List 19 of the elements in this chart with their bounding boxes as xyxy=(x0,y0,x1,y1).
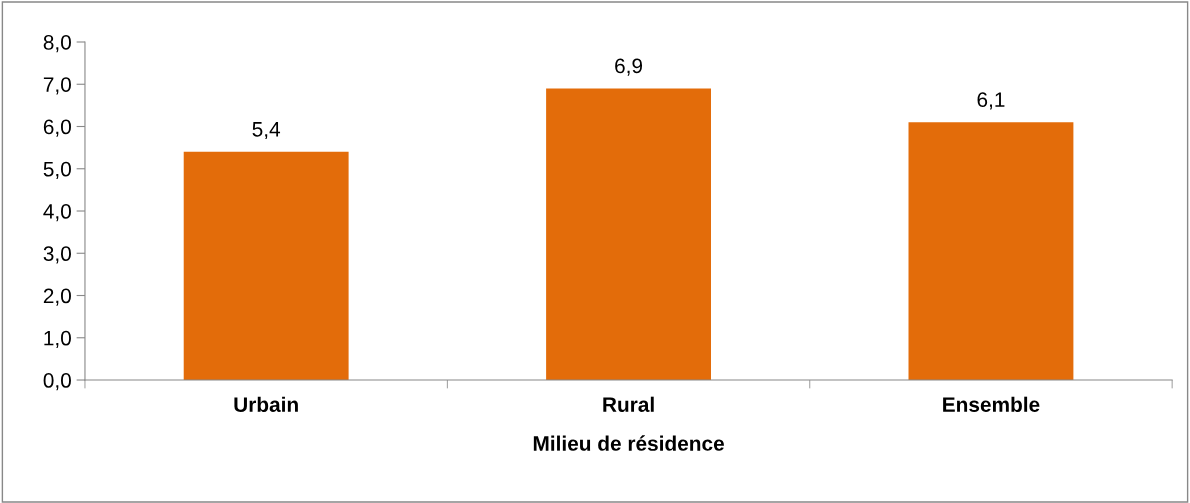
x-axis-title: Milieu de résidence xyxy=(533,435,724,451)
y-tick-label: 0,0 xyxy=(43,373,71,391)
x-tick-label: Ensemble xyxy=(943,396,1040,412)
y-tick-label: 1,0 xyxy=(44,330,71,348)
y-tick-label: 7,0 xyxy=(43,77,71,95)
y-tick-label: 6,0 xyxy=(43,119,71,137)
y-tick-label: 4,0 xyxy=(43,204,71,222)
data-label: 6,9 xyxy=(615,58,643,76)
y-tick-label: 3,0 xyxy=(43,246,71,264)
bar xyxy=(183,151,349,381)
y-tick-label: 8,0 xyxy=(43,35,71,53)
x-tick-label: Urbain xyxy=(234,396,298,412)
bar xyxy=(908,122,1074,381)
x-tick-label: Rural xyxy=(603,396,654,412)
y-tick-label: 5,0 xyxy=(43,161,71,179)
y-tick-label: 2,0 xyxy=(43,288,71,306)
data-label: 5,4 xyxy=(252,122,281,140)
bar xyxy=(546,88,711,381)
data-label: 6,1 xyxy=(977,92,1005,110)
